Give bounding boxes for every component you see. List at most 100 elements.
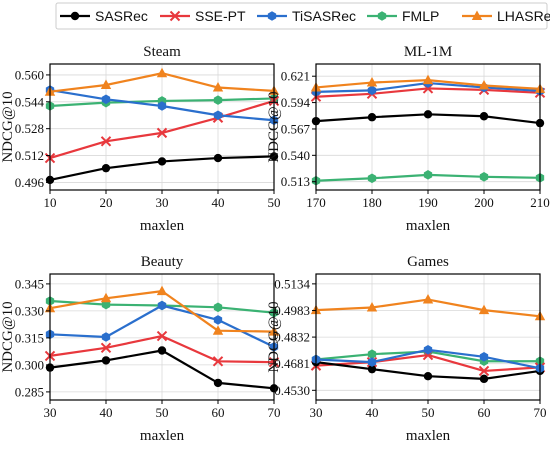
data-point (213, 153, 223, 163)
y-tick-label: 0.285 (15, 384, 44, 399)
data-point (101, 163, 111, 173)
data-point (478, 365, 490, 377)
data-point (157, 346, 167, 355)
legend: SASRec SSE-PT TiSASRec FMLP LHASRec (55, 2, 550, 30)
x-tick-label: 30 (156, 195, 169, 210)
data-point (478, 79, 490, 90)
data-point (101, 94, 111, 105)
y-tick-label: 0.540 (281, 148, 310, 163)
legend-label: SASRec (95, 8, 148, 24)
data-point (213, 110, 223, 121)
x-axis-label: maxlen (406, 428, 451, 444)
y-tick-label: 0.512 (15, 148, 44, 163)
legend-label: SSE-PT (195, 8, 246, 24)
data-point (367, 85, 377, 96)
panel-title: Games (407, 254, 449, 270)
x-tick-label: 210 (530, 195, 550, 210)
data-point (100, 292, 112, 303)
data-point (422, 294, 434, 304)
x-tick-label: 70 (268, 405, 281, 420)
legend-label: TiSASRec (292, 8, 356, 24)
data-point (479, 374, 489, 384)
series-tisasrec (311, 344, 545, 374)
y-tick-label: 0.594 (281, 95, 311, 110)
legend-item-lhasrec: LHASRec (462, 8, 550, 24)
panel-games: 30 40 50 60 70 0.4530 0.4681 0.4832 0.4983 0.5134… (266, 254, 547, 444)
y-tick-label: 0.4681 (274, 356, 310, 371)
series-sasrec (311, 110, 545, 128)
data-point (479, 172, 489, 182)
y-axis-label: NDCG@10 (266, 91, 282, 162)
series-fmlp (311, 170, 545, 186)
data-point (423, 170, 433, 180)
legend-label: LHASRec (497, 8, 550, 24)
data-point (157, 300, 167, 311)
data-point (479, 352, 489, 362)
panel-steam: 10 20 30 40 50 0.496 0.512 0.528 0.544 0.560 Steam… (0, 44, 281, 234)
y-tick-label: 0.528 (15, 121, 44, 136)
series-lhasrec (310, 74, 546, 93)
x-tick-label: 30 (44, 405, 57, 420)
data-point (100, 79, 112, 89)
y-tick-label: 0.5134 (274, 276, 310, 291)
y-axis-label: NDCG@10 (0, 301, 16, 372)
data-point (366, 77, 378, 87)
legend-marker (169, 10, 181, 22)
legend-item-sse-pt: SSE-PT (160, 8, 246, 24)
legend-item-fmlp: FMLP (367, 8, 439, 24)
x-tick-label: 50 (268, 195, 281, 210)
legend-item-tisasrec: TiSASRec (257, 8, 356, 24)
x-tick-label: 180 (362, 195, 382, 210)
data-point (422, 74, 434, 85)
y-tick-label: 0.544 (15, 94, 45, 109)
data-point (156, 67, 168, 78)
data-point (212, 356, 224, 367)
y-tick-label: 0.621 (281, 69, 310, 84)
y-tick-label: 0.4983 (274, 303, 310, 318)
y-tick-label: 0.300 (15, 357, 44, 372)
data-point (101, 356, 111, 365)
data-point (212, 82, 224, 92)
x-tick-label: 200 (474, 195, 494, 210)
data-point (157, 157, 167, 166)
legend-marker (267, 11, 277, 21)
data-point (367, 364, 377, 374)
data-point (156, 330, 168, 342)
y-tick-label: 0.567 (281, 121, 311, 136)
y-tick-label: 0.560 (15, 67, 44, 82)
data-point (156, 127, 168, 139)
x-tick-label: 70 (534, 405, 547, 420)
data-point (478, 304, 490, 315)
data-point (157, 101, 167, 111)
data-point (366, 301, 378, 312)
x-axis-label: maxlen (140, 218, 185, 234)
data-point (100, 136, 112, 147)
y-axis-label: NDCG@10 (0, 91, 16, 162)
x-tick-label: 30 (310, 405, 323, 420)
panels: 10 20 30 40 50 0.496 0.512 0.528 0.544 0.560 Steam… (0, 44, 550, 444)
data-point (423, 372, 433, 381)
data-point (213, 378, 223, 388)
y-tick-label: 0.513 (281, 174, 310, 189)
legend-item-sasrec: SASRec (60, 8, 148, 24)
y-tick-label: 0.496 (15, 175, 45, 190)
x-tick-label: 60 (212, 405, 225, 420)
legend-box (55, 2, 548, 30)
y-tick-label: 0.315 (15, 330, 44, 345)
data-point (100, 342, 112, 354)
y-tick-label: 0.4530 (274, 383, 310, 398)
x-tick-label: 40 (366, 405, 379, 420)
data-point (367, 113, 377, 122)
data-point (367, 349, 377, 359)
data-point (423, 344, 433, 355)
x-axis-label: maxlen (406, 218, 451, 234)
panel-title: Beauty (141, 254, 184, 270)
data-point (212, 325, 224, 335)
data-point (367, 173, 377, 184)
x-tick-label: 50 (422, 405, 435, 420)
legend-marker (471, 10, 483, 20)
x-tick-label: 60 (478, 405, 491, 420)
y-axis-label: NDCG@10 (266, 301, 282, 372)
y-tick-label: 0.4832 (274, 330, 310, 345)
